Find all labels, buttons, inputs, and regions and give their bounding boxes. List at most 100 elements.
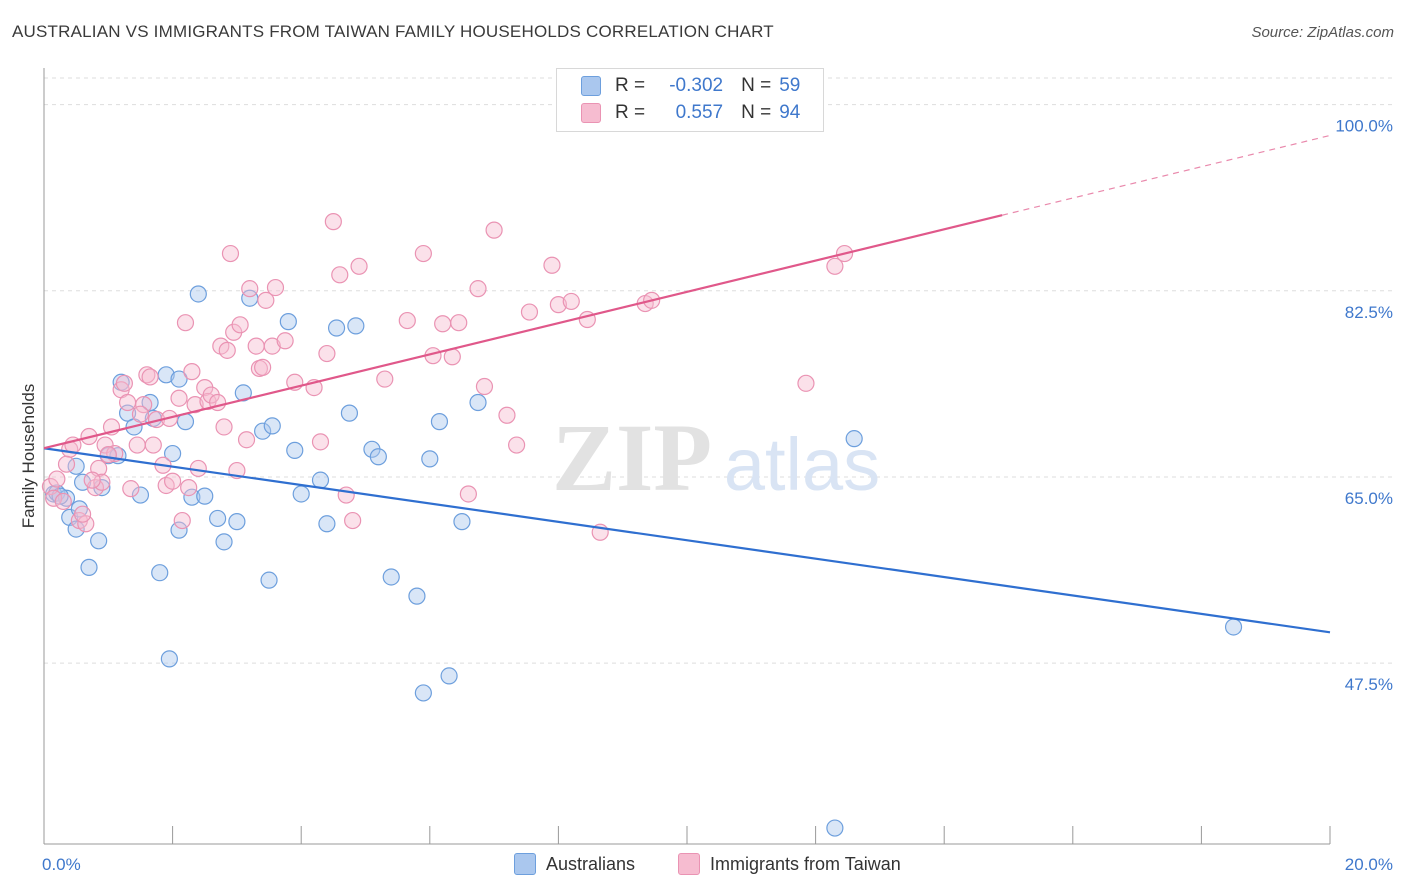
data-point [324,213,342,231]
data-point [99,446,117,464]
data-point [254,358,272,376]
data-point [215,533,233,551]
data-point [520,303,539,321]
data-point [215,418,233,436]
data-point [164,472,182,490]
data-point [131,486,150,504]
data-point [141,368,159,386]
legend-r-label: R = [615,102,646,123]
legend-swatch-blue [581,76,601,96]
data-point [311,471,330,489]
data-point [797,374,815,392]
data-point [77,515,95,533]
data-point [254,422,272,440]
trendlines [43,134,1331,634]
data-point [562,292,580,311]
data-point [128,436,146,454]
data-point [189,285,207,303]
data-point [469,393,487,412]
watermark-zip: ZIP [552,404,712,511]
trendline-taiwan [43,214,1003,450]
data-point [48,470,66,488]
data-point [331,266,349,284]
data-point [347,317,365,335]
data-point [170,521,188,539]
data-point [247,337,265,355]
bottom-legend-australians: Australians [514,852,635,876]
data-point [263,337,281,355]
data-point [263,417,281,435]
bottom-legend-swatch-pink [678,853,700,875]
data-point [118,393,137,412]
data-point [48,484,66,502]
data-point [543,256,561,274]
bottom-legend-label: Australians [546,853,636,874]
data-point [453,513,471,531]
legend-n-value: 94 [779,102,801,123]
data-point [450,314,468,332]
data-point [350,257,368,275]
data-point [164,444,182,463]
data-point [237,431,256,449]
legend-r-label: R = [615,75,646,96]
data-point [115,374,133,392]
data-point [180,478,198,497]
data-point [279,313,297,331]
chart-title: AUSTRALIAN VS IMMIGRANTS FROM TAIWAN FAM… [12,22,774,41]
data-point [221,244,240,263]
data-point [344,511,362,530]
data-point [327,319,346,337]
data-point [549,296,568,314]
data-point [845,430,863,448]
data-point [318,344,336,363]
data-point [421,450,439,468]
y-tick-label: 65.0% [1345,489,1393,508]
data-point [398,311,416,330]
data-point [228,513,246,531]
bottom-legend-label: Immigrants from Taiwan [710,853,901,874]
data-point [170,370,188,388]
trendline-australians [43,447,1331,634]
y-axis-label: Family Households [19,384,38,529]
tick-labels: 100.0% 82.5% 65.0% 47.5% 0.0% 20.0% [42,117,1393,874]
data-point [414,244,432,263]
bottom-legend-swatch-blue [514,853,536,875]
data-point [485,221,503,239]
gridlines [44,77,1395,664]
data-point [260,571,278,589]
legend-r-value: -0.302 [669,75,724,96]
data-point [176,314,195,332]
data-point [151,564,169,582]
data-point [337,486,355,504]
data-point [408,587,426,605]
data-point [414,684,432,702]
data-point [57,489,76,507]
legend-r-value: 0.557 [675,102,724,123]
legend-n-value: 59 [779,75,801,96]
data-point [241,280,259,298]
data-point [209,509,227,528]
x-tick-label: 0.0% [42,855,81,874]
data-point [440,667,458,685]
data-point [376,370,394,388]
data-point [83,471,101,489]
data-point [70,500,88,518]
data-point [257,291,275,309]
data-point [434,315,452,333]
data-point [1224,618,1243,636]
data-point [173,511,191,530]
data-point [122,480,140,498]
data-point [266,278,285,297]
data-point [218,341,236,359]
data-point [54,492,72,511]
data-point [311,433,330,451]
data-point [508,436,526,454]
data-point [183,488,201,506]
data-point [234,384,252,402]
data-point [80,558,98,576]
data-point [340,404,359,422]
data-point [459,485,477,503]
data-point [498,406,516,424]
data-point [131,405,150,423]
y-tick-label: 47.5% [1345,675,1393,694]
